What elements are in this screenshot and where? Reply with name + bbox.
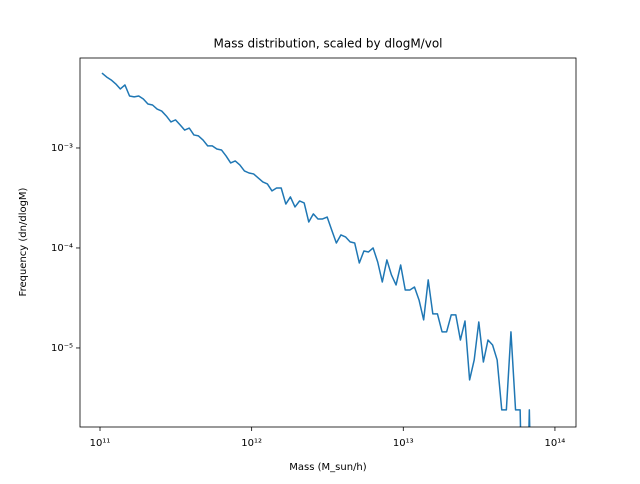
x-tick-label: 10¹¹ [90,438,111,449]
chart-title: Mass distribution, scaled by dlogM/vol [213,37,442,51]
y-axis-label: Frequency (dn/dlogM) [18,187,29,296]
plot-frame [79,57,577,428]
y-tick-label: 10⁻⁵ [51,343,73,354]
x-tick-label: 10¹² [241,438,262,449]
y-tick-label: 10⁻³ [51,143,73,154]
data-line [101,72,531,427]
y-tick-label: 10⁻⁴ [51,243,73,254]
x-tick-label: 10¹⁴ [545,438,566,449]
x-tick-label: 10¹³ [393,438,414,449]
x-axis-label: Mass (M_sun/h) [289,462,366,473]
